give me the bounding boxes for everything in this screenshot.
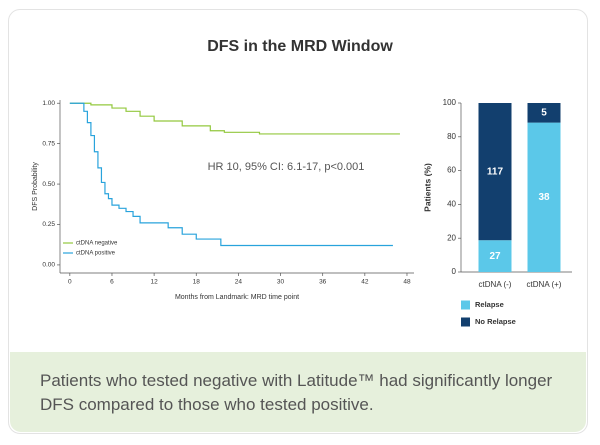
- y-tick-label: 0.75: [42, 140, 55, 147]
- y-axis-label: DFS Probability: [32, 162, 39, 211]
- card: [8, 9, 588, 434]
- y-tick-label: 0.50: [42, 181, 55, 188]
- x-tick-label: 42: [361, 279, 369, 286]
- y-tick-label: 0.25: [42, 221, 55, 228]
- chart: DFS in the MRD Window 0.00 0.25 0.50 0.75 1.…: [32, 38, 572, 327]
- x-axis-label: Months from Landmark: MRD time point: [175, 294, 299, 301]
- legend-label: Relapse: [475, 300, 504, 309]
- y-tick-label: 100: [443, 98, 457, 107]
- legend-swatch: [461, 300, 470, 310]
- footer: Patients who tested negative with Latitu…: [10, 352, 586, 432]
- bar: [527, 122, 561, 272]
- x-tick-label: 30: [277, 279, 285, 286]
- legend-label: ctDNA negative: [76, 241, 118, 247]
- bar: [478, 103, 512, 241]
- title: DFS in the MRD Window: [207, 38, 393, 55]
- bar: [478, 240, 512, 272]
- legend-label: ctDNA positive: [76, 251, 116, 257]
- data-label: 117: [487, 166, 504, 177]
- annotation: HR 10, 95% CI: 6.1-17, p<0.001: [208, 161, 365, 173]
- x-tick-label: 24: [235, 279, 243, 286]
- x-tick-label: ctDNA (+): [527, 280, 562, 289]
- y-tick-label: 80: [447, 132, 456, 141]
- y-tick-label: 1.00: [42, 100, 55, 107]
- legend-swatch: [461, 317, 470, 327]
- x-tick-label: 36: [319, 279, 327, 286]
- x-tick-label: ctDNA (-): [479, 280, 512, 289]
- x-tick-label: 48: [403, 279, 411, 286]
- y-tick-label: 0: [452, 267, 457, 276]
- data-label: 27: [489, 251, 501, 262]
- y-tick-label: 20: [447, 233, 456, 242]
- legend-label: No Relapse: [475, 317, 516, 326]
- y-tick-label: 60: [447, 166, 456, 175]
- bar: [527, 103, 561, 123]
- y-tick-label: 0.00: [42, 262, 55, 269]
- x-tick-label: 12: [151, 279, 159, 286]
- data-label: 5: [541, 107, 547, 118]
- series-line: [69, 102, 400, 135]
- y-axis-label: Patients (%): [422, 163, 432, 212]
- y-tick-label: 40: [447, 200, 456, 209]
- x-tick-label: 0: [68, 279, 72, 286]
- data-label: 38: [538, 192, 550, 203]
- series-line: [69, 102, 393, 247]
- x-tick-label: 18: [193, 279, 201, 286]
- x-tick-label: 6: [110, 279, 114, 286]
